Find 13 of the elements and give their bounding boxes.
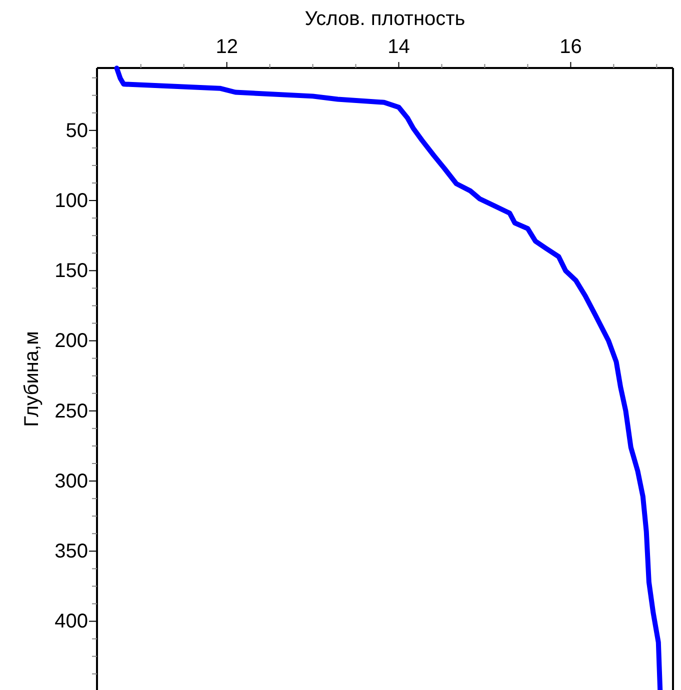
y-tick-label: 200 xyxy=(54,330,88,352)
y-tick-label: 50 xyxy=(66,120,88,142)
y-tick-label: 100 xyxy=(54,190,88,212)
y-tick-label: 250 xyxy=(54,400,88,422)
y-tick-label: 400 xyxy=(54,610,88,633)
y-axis-title: Глубина,м xyxy=(21,331,43,427)
x-tick-label: 12 xyxy=(216,36,238,58)
x-tick-label: 14 xyxy=(388,36,410,58)
y-tick-label: 150 xyxy=(54,260,88,282)
y-tick-label: 350 xyxy=(54,540,88,563)
x-axis-title: Услов. плотность xyxy=(304,8,466,30)
x-tick-label: 16 xyxy=(560,36,582,58)
y-tick-label: 300 xyxy=(54,470,88,492)
